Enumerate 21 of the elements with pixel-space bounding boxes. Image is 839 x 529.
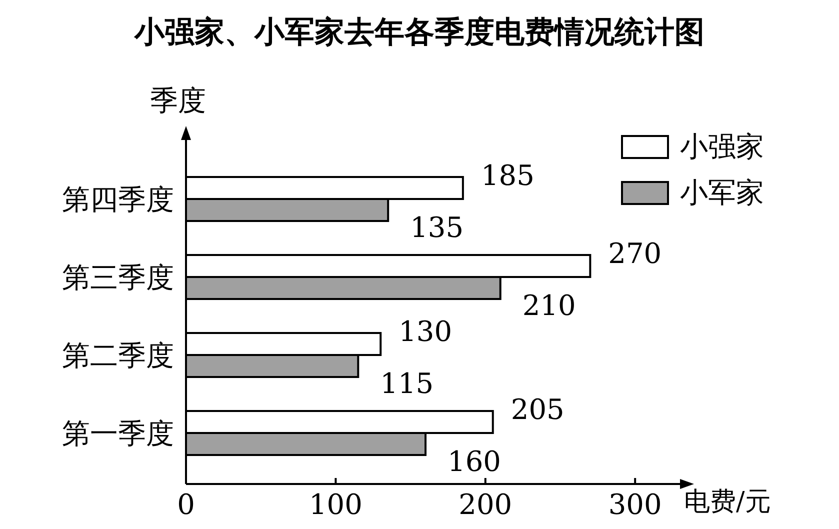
y-tick-label: 第三季度	[62, 261, 174, 294]
y-axis-title: 季度	[150, 84, 206, 117]
x-tick-label: 200	[458, 488, 512, 521]
x-tick-label: 0	[177, 488, 195, 521]
x-axis-title: 电费/元	[684, 487, 771, 517]
y-tick-label: 第二季度	[62, 339, 174, 372]
x-tick-label: 100	[308, 488, 362, 521]
data-label: 160	[448, 445, 501, 478]
x-tick-label: 300	[608, 488, 662, 521]
data-label: 130	[398, 315, 452, 348]
data-label: 185	[480, 159, 534, 192]
data-label: 115	[380, 367, 434, 400]
legend-label: 小强家	[680, 130, 764, 163]
legend-label: 小军家	[680, 176, 764, 209]
y-tick-label: 第四季度	[62, 183, 174, 216]
y-tick-label: 第一季度	[62, 417, 174, 450]
data-label: 210	[522, 289, 576, 322]
chart-title: 小强家、小军家去年各季度电费情况统计图	[134, 15, 704, 50]
data-label: 135	[410, 211, 464, 244]
data-label: 270	[608, 237, 662, 270]
data-label: 205	[510, 393, 564, 426]
